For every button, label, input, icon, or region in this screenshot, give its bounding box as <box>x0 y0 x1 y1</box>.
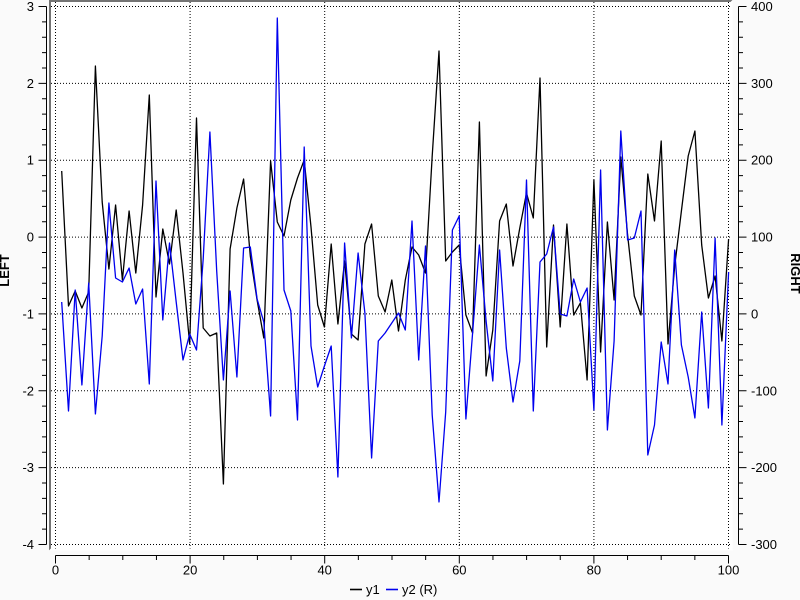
svg-text:0: 0 <box>52 563 59 578</box>
svg-text:-300: -300 <box>751 537 777 552</box>
svg-text:100: 100 <box>751 230 773 245</box>
svg-text:0: 0 <box>27 230 34 245</box>
svg-text:80: 80 <box>587 563 601 578</box>
svg-text:y2 (R): y2 (R) <box>402 582 437 597</box>
svg-text:-1: -1 <box>22 306 34 321</box>
svg-text:-2: -2 <box>22 383 34 398</box>
svg-text:300: 300 <box>751 76 773 91</box>
svg-text:-4: -4 <box>22 537 34 552</box>
svg-text:-100: -100 <box>751 383 777 398</box>
svg-text:40: 40 <box>317 563 331 578</box>
svg-text:-200: -200 <box>751 460 777 475</box>
svg-text:400: 400 <box>751 0 773 14</box>
svg-text:200: 200 <box>751 153 773 168</box>
svg-text:0: 0 <box>751 306 758 321</box>
svg-text:-3: -3 <box>22 460 34 475</box>
svg-text:100: 100 <box>718 563 740 578</box>
svg-text:3: 3 <box>27 0 34 14</box>
svg-text:LEFT: LEFT <box>0 254 12 287</box>
svg-text:1: 1 <box>27 153 34 168</box>
svg-text:RIGHT: RIGHT <box>788 253 800 294</box>
svg-text:60: 60 <box>452 563 466 578</box>
svg-text:20: 20 <box>183 563 197 578</box>
svg-text:y1: y1 <box>366 582 380 597</box>
svg-text:2: 2 <box>27 76 34 91</box>
